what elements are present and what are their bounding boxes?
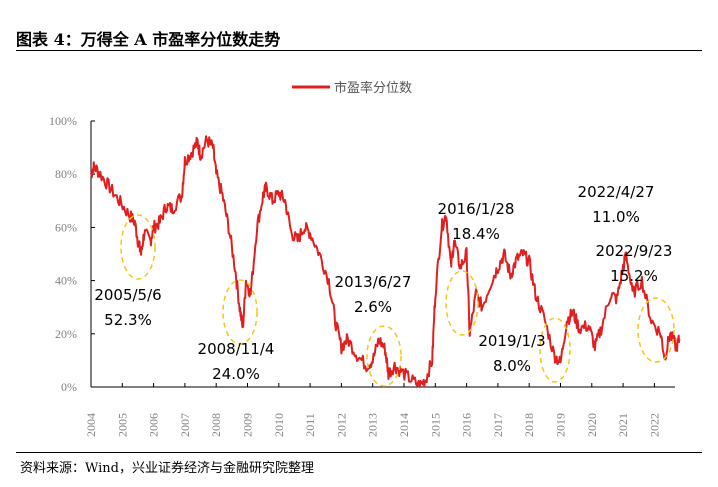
x-tick-label: 2004 [84, 413, 98, 437]
x-tick-label: 2011 [303, 413, 317, 437]
y-tick-label: 80% [55, 167, 77, 181]
annotation-label: 2013/6/27 [335, 273, 412, 291]
highlight-ellipse [222, 279, 258, 345]
figure-title: 图表 4：万得全 A 市盈率分位数走势 [16, 30, 281, 49]
x-tick-label: 2005 [115, 413, 129, 437]
x-tick-label: 2012 [334, 413, 348, 437]
x-tick-label: 2016 [460, 413, 474, 437]
x-tick-label: 2010 [272, 413, 286, 437]
highlight-ellipse [366, 325, 402, 387]
annotation-label: 2008/11/4 [198, 340, 275, 358]
x-tick-label: 2015 [428, 413, 442, 437]
annotation-label: 18.4% [452, 225, 500, 243]
x-tick-label: 2013 [366, 413, 380, 437]
x-tick-label: 2006 [147, 413, 161, 437]
series-line [90, 135, 681, 388]
y-tick-label: 0% [61, 380, 77, 394]
legend-label: 市盈率分位数 [334, 80, 412, 96]
x-tick-label: 2014 [397, 413, 411, 437]
x-tick-label: 2017 [491, 413, 505, 437]
title-rule [16, 50, 702, 51]
highlight-ellipse [539, 317, 571, 383]
annotation-label: 24.0% [212, 365, 260, 383]
x-tick-label: 2022 [647, 413, 661, 437]
highlight-ellipse [445, 270, 479, 336]
annotation-label: 8.0% [493, 357, 531, 375]
highlight-ellipse [637, 297, 675, 363]
x-tick-label: 2009 [241, 413, 255, 437]
y-tick-label: 20% [55, 327, 77, 341]
annotation-label: 2022/4/27 [578, 183, 655, 201]
x-tick-label: 2007 [178, 413, 192, 437]
x-tick-label: 2020 [585, 413, 599, 437]
source-note: 资料来源：Wind，兴业证券经济与金融研究院整理 [20, 461, 314, 476]
annotation-label: 2022/9/23 [596, 242, 673, 260]
x-tick-label: 2021 [616, 413, 630, 437]
annotation-label: 11.0% [592, 208, 640, 226]
annotation-label: 2019/1/3 [478, 332, 545, 350]
annotation-label: 52.3% [104, 311, 152, 329]
y-tick-label: 40% [55, 274, 77, 288]
annotation-label: 2.6% [354, 298, 392, 316]
annotation-label: 15.2% [610, 267, 658, 285]
highlight-ellipse [120, 214, 156, 280]
source-rule [16, 452, 702, 453]
annotation-label: 2005/5/6 [94, 286, 161, 304]
x-tick-label: 2018 [522, 413, 536, 437]
x-tick-label: 2019 [554, 413, 568, 437]
y-tick-label: 60% [55, 220, 77, 234]
x-tick-label: 2008 [209, 413, 223, 437]
annotation-label: 2016/1/28 [438, 200, 515, 218]
y-tick-label: 100% [49, 114, 77, 128]
